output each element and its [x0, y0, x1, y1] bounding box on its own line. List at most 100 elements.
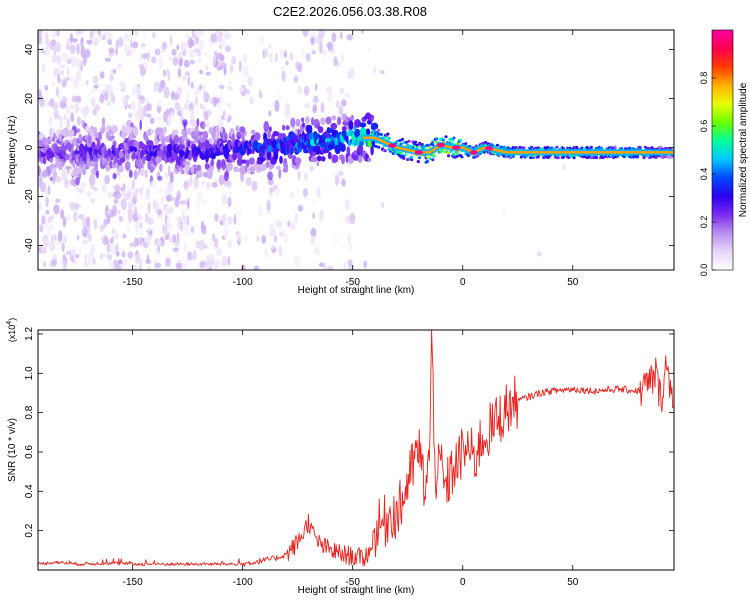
- snr-x-tick-label: 50: [567, 577, 579, 588]
- heatmap-cell: [58, 89, 62, 98]
- heatmap-cell: [154, 262, 162, 269]
- heatmap-cell: [104, 174, 110, 185]
- heatmap-cell: [267, 131, 272, 138]
- heatmap-cell: [117, 37, 124, 47]
- heatmap-cell: [70, 104, 74, 110]
- heatmap-cell: [124, 33, 129, 38]
- heatmap-cell: [38, 36, 42, 45]
- heatmap-cell: [47, 240, 52, 249]
- heatmap-cell: [93, 187, 98, 192]
- heatmap-cell: [130, 122, 135, 128]
- heatmap-cell: [223, 171, 229, 182]
- heatmap-cell: [464, 142, 468, 146]
- heatmap-cell: [201, 180, 205, 185]
- heatmap-cell: [61, 52, 68, 62]
- heatmap-cell: [45, 196, 49, 208]
- heatmap-cell: [267, 171, 273, 181]
- heatmap-cell: [61, 168, 67, 181]
- heatmap-cell: [81, 213, 85, 222]
- heatmap-cell: [258, 205, 263, 217]
- heatmap-cell: [188, 256, 194, 260]
- heatmap-cell: [179, 200, 186, 205]
- heatmap-cell: [150, 117, 155, 125]
- spectrogram-frame: [37, 29, 675, 271]
- heatmap-cell: [107, 191, 113, 199]
- heatmap-cell: [269, 228, 277, 237]
- heatmap-cell: [290, 117, 296, 128]
- colorbar-tick-label: 0.0: [699, 264, 709, 277]
- heatmap-cell: [80, 45, 86, 58]
- heatmap-cell: [363, 260, 368, 269]
- colorbar-tick-label: 0.8: [699, 72, 709, 85]
- heatmap-cell: [309, 165, 314, 172]
- spectrogram-y-tick-label: -40: [24, 238, 35, 253]
- heatmap-cell: [247, 75, 253, 87]
- heatmap-cell: [326, 86, 332, 93]
- heatmap-cell: [280, 147, 285, 154]
- heatmap-cell: [410, 158, 414, 162]
- heatmap-cell: [76, 184, 80, 193]
- spectrogram-y-tick-label: 40: [24, 44, 35, 56]
- heatmap-cell: [41, 62, 45, 74]
- heatmap-cell: [511, 155, 515, 158]
- colorbar-tick-label: 0.6: [699, 120, 709, 133]
- heatmap-cell: [275, 52, 278, 63]
- heatmap-cell: [217, 103, 222, 110]
- heatmap-cell: [90, 97, 96, 108]
- heatmap-cell: [101, 184, 107, 193]
- snr-y-axis: 0.2 0.4 0.6 0.8 1.0 1.2: [24, 327, 674, 538]
- heatmap-cell: [172, 56, 179, 66]
- heatmap-cell: [420, 142, 424, 146]
- heatmap-cell: [206, 181, 211, 190]
- heatmap-cell: [167, 165, 171, 178]
- heatmap-cell: [383, 136, 387, 139]
- heatmap-cell: [74, 202, 79, 211]
- heatmap-cell: [206, 169, 209, 178]
- heatmap-cell: [282, 124, 286, 131]
- heatmap-cell: [386, 132, 390, 136]
- heatmap-cell: [124, 138, 129, 144]
- heatmap-cell: [174, 102, 181, 111]
- heatmap-cell: [280, 65, 286, 72]
- heatmap-cell: [613, 145, 617, 149]
- heatmap-cell: [219, 94, 224, 105]
- heatmap-cell: [601, 156, 605, 160]
- heatmap-cell: [107, 254, 113, 261]
- heatmap-cell: [57, 73, 60, 84]
- heatmap-cell: [214, 259, 221, 268]
- heatmap-cell: [129, 242, 136, 248]
- heatmap-cell: [69, 44, 76, 55]
- heatmap-cell: [119, 157, 126, 163]
- heatmap-cell: [562, 163, 566, 170]
- heatmap-cell: [48, 115, 53, 127]
- heatmap-cell: [169, 196, 174, 202]
- heatmap-cell: [327, 41, 333, 52]
- heatmap-cell: [80, 107, 84, 114]
- heatmap-cell: [115, 232, 119, 241]
- heatmap-cell: [182, 119, 188, 127]
- heatmap-cell: [58, 230, 63, 242]
- heatmap-cell: [635, 155, 640, 159]
- heatmap-cell: [303, 85, 310, 96]
- ridge-peak: [469, 150, 478, 155]
- heatmap-cell: [260, 164, 268, 171]
- heatmap-cell: [51, 259, 57, 267]
- colorbar-tick-label: 0.2: [699, 216, 709, 229]
- heatmap-cell: [274, 100, 280, 112]
- heatmap-cell: [177, 222, 183, 230]
- heatmap-cell: [594, 156, 599, 159]
- heatmap-cell: [325, 116, 332, 125]
- heatmap-cell: [117, 209, 121, 215]
- ridge-peak: [485, 146, 494, 151]
- heatmap-cell: [106, 100, 112, 107]
- heatmap-cell: [124, 193, 131, 201]
- heatmap-cell: [133, 169, 138, 180]
- heatmap-cell: [76, 234, 80, 241]
- heatmap-cell: [43, 260, 46, 268]
- heatmap-cell: [197, 192, 203, 203]
- heatmap-cell: [81, 164, 87, 173]
- heatmap-cell: [379, 133, 383, 136]
- heatmap-cell: [144, 134, 149, 142]
- heatmap-cell: [205, 71, 211, 76]
- heatmap-cell: [227, 196, 232, 208]
